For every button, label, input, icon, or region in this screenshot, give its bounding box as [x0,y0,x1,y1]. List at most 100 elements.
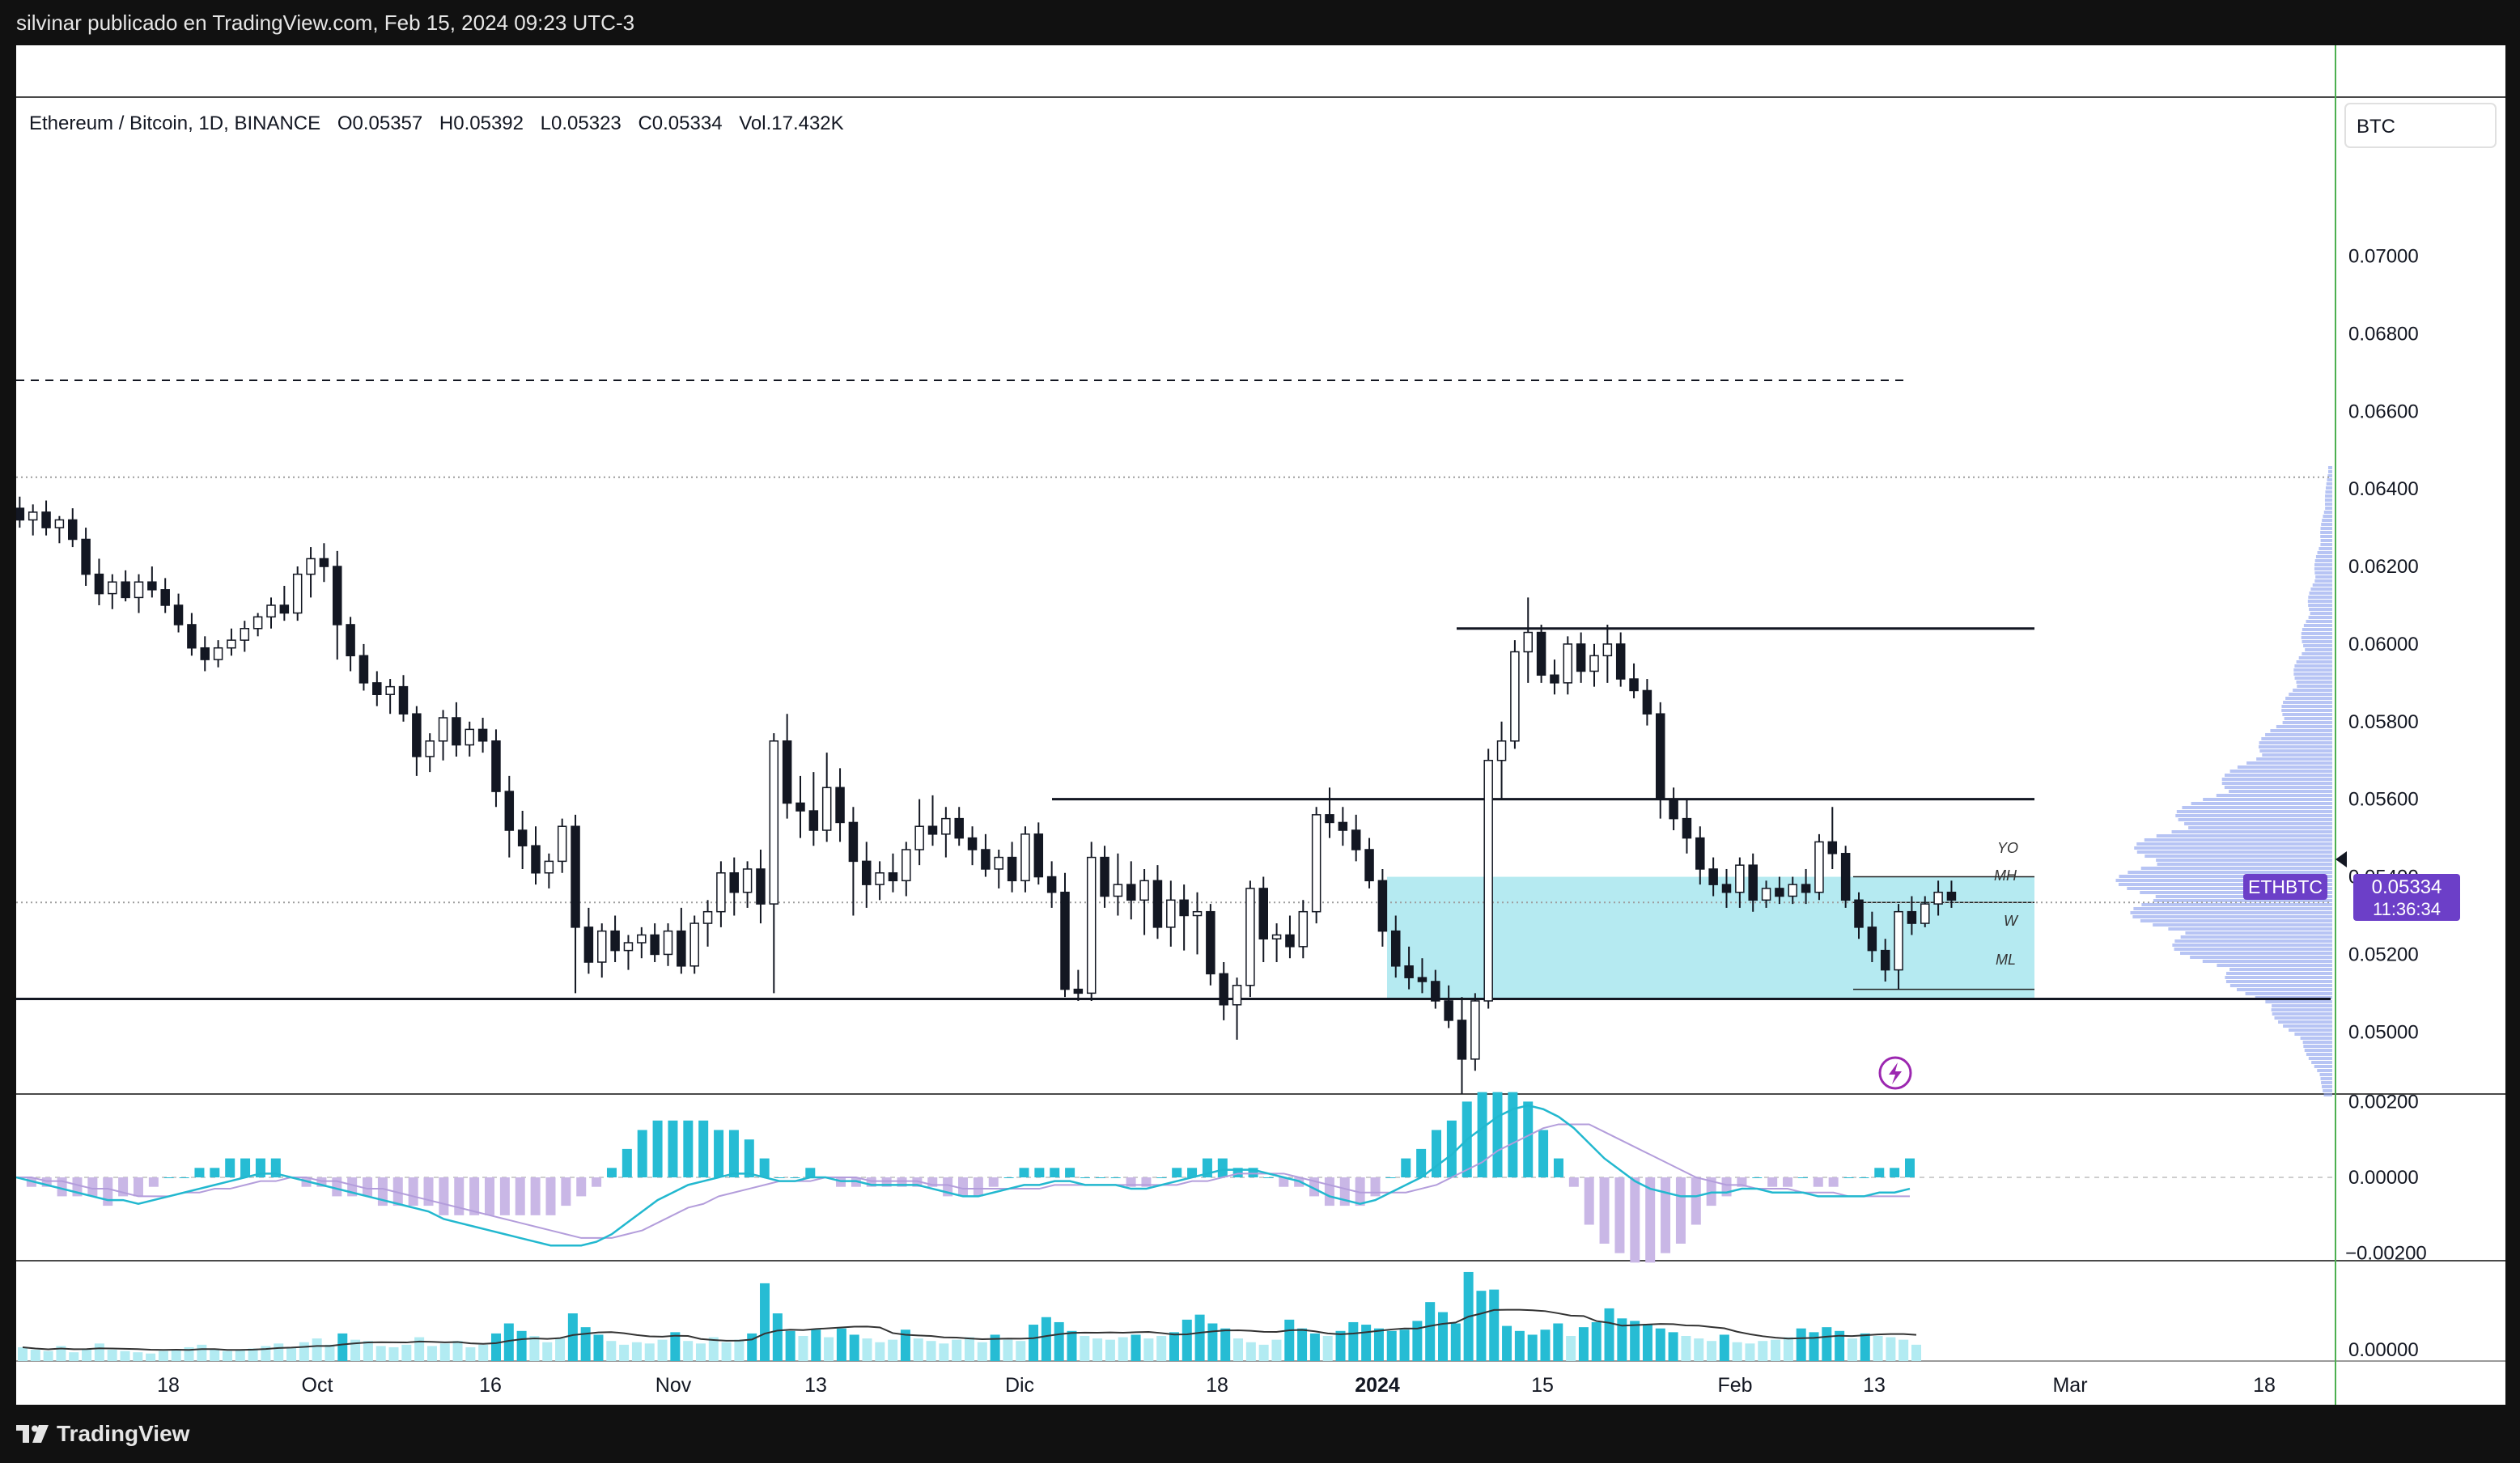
price-tick-label: 0.05200 [2348,944,2419,965]
macd-histogram-bar [1767,1177,1778,1187]
volume-profile-bar [2140,919,2332,922]
candle-bull [1814,841,1824,893]
candle-bear [398,685,409,715]
macd-histogram-bar [1553,1158,1563,1177]
volume-profile-bar [2140,891,2332,894]
volume-bar [1143,1338,1154,1361]
volume-bar [1835,1330,1845,1361]
volume-profile-bar [2182,806,2332,809]
volume-bar [235,1350,245,1361]
volume-profile-bar [2136,842,2332,846]
candle-bull [637,934,647,944]
volume-profile-bar [2229,984,2332,987]
macd-histogram-bar [1156,1177,1167,1178]
volume-profile-bar [2256,757,2332,761]
volume-bar [1771,1339,1781,1361]
volume-bar [146,1353,156,1361]
macd-histogram-bar [1385,1177,1396,1178]
legend-close: C0.05334 [638,112,722,134]
time-axis[interactable]: 18 Oct 16 Nov 13 Dic 18 2024 15 Feb 13 Mar 18 [157,1374,2276,1397]
volume-bar [94,1343,104,1361]
macd-histogram-bar [1370,1177,1381,1197]
candle-bull [1470,1000,1480,1060]
candle-bull [941,817,951,835]
candle-bull [292,573,303,614]
volume-profile-bar [2229,968,2332,971]
chart-frame[interactable]: YO MH W ML Ethereum / Bitcoin, 1D, BINAN… [2,45,2505,1405]
volume-bar [1080,1336,1090,1361]
candle-bull [1192,910,1203,917]
volume-bar [965,1337,974,1361]
macd-scale[interactable]: 0.00200 0.00000 −0.00200 [2345,1091,2427,1264]
time-axis-label: 13 [804,1374,827,1397]
macd-histogram-bar [1110,1177,1121,1178]
signal-line [16,1123,1910,1239]
volume-bar [824,1337,834,1361]
candle-bull [1271,934,1282,939]
volume-bar [1105,1339,1115,1361]
volume-profile-bar [2202,960,2332,963]
volume-bar [18,1346,28,1361]
candle-bull [1933,891,1943,905]
volume-bar [875,1342,885,1361]
macd-histogram-bar [805,1168,816,1177]
macd-line [15,1104,1911,1247]
candle-bear [782,740,792,804]
macd-histogram-bar [637,1130,647,1177]
volume-bar [1118,1337,1128,1361]
candle-bear [173,604,184,625]
volume-bar [1309,1333,1320,1361]
volume-bar [274,1343,284,1361]
volume-bar [1284,1319,1295,1361]
volume-profile-bar [2265,733,2332,736]
symbol-legend[interactable]: Ethereum / Bitcoin, 1D, BINANCE O0.05357… [29,112,844,134]
volume-profile-bar [2306,1053,2332,1056]
volume-bar [631,1342,642,1361]
tradingview-brand[interactable]: TradingView [16,1419,189,1448]
macd-histogram-bar [652,1120,663,1177]
candle-bull [1020,833,1030,882]
volume-profile-bar [2132,915,2332,918]
lightning-event-icon[interactable] [1878,1056,1912,1090]
volume-profile-bar [2320,539,2332,542]
price-scale[interactable]: 0.07000 0.06800 0.06600 0.06400 0.06200 0.060… [2348,246,2419,1044]
candle-bear [121,581,130,599]
candle-bear [862,860,872,885]
currency-selector[interactable]: BTC [2344,103,2497,148]
volume-bar [1438,1312,1448,1361]
volume-scale[interactable]: 0.00000 [2348,1339,2419,1361]
macd-histogram-bar [1232,1168,1243,1177]
candle-bear [1046,876,1057,893]
candle-bear [729,872,739,893]
volume-profile-bar [2185,931,2332,935]
volume-profile-bar [2174,948,2332,951]
time-axis-label: Feb [1717,1374,1752,1397]
volume-profile-bar [2325,507,2332,510]
volume-bar [1399,1329,1410,1361]
macd-group [11,1092,2335,1263]
chart-canvas[interactable]: YO MH W ML Ethereum / Bitcoin, 1D, BINAN… [2,45,2505,1405]
volume-bar [388,1346,399,1361]
candle-bull [821,787,832,831]
volume-bar [567,1313,578,1361]
volume-profile-bar [2128,871,2332,874]
volume-profile-bar [2305,648,2332,651]
volume-ma-line [22,1308,1917,1351]
volume-profile-bar [2282,721,2332,724]
volume-profile-bar [2229,790,2332,793]
time-axis-label: Nov [655,1374,692,1397]
candle-bull [902,849,911,882]
macd-histogram-bar [1905,1158,1915,1177]
macd-histogram-bar [790,1177,800,1178]
volume-profile-bar [2246,761,2332,765]
candle-bear [452,717,461,746]
volume-profile-bar [2302,652,2332,655]
time-axis-label: Mar [2052,1374,2087,1397]
volume-bar [1668,1332,1678,1361]
candle-bull [1735,864,1745,893]
volume-profile-bar [2296,660,2332,664]
volume-bar [1566,1336,1576,1361]
volume-bar [69,1352,79,1361]
candle-bull [1920,903,1930,924]
volume-profile-bar [2203,798,2332,801]
